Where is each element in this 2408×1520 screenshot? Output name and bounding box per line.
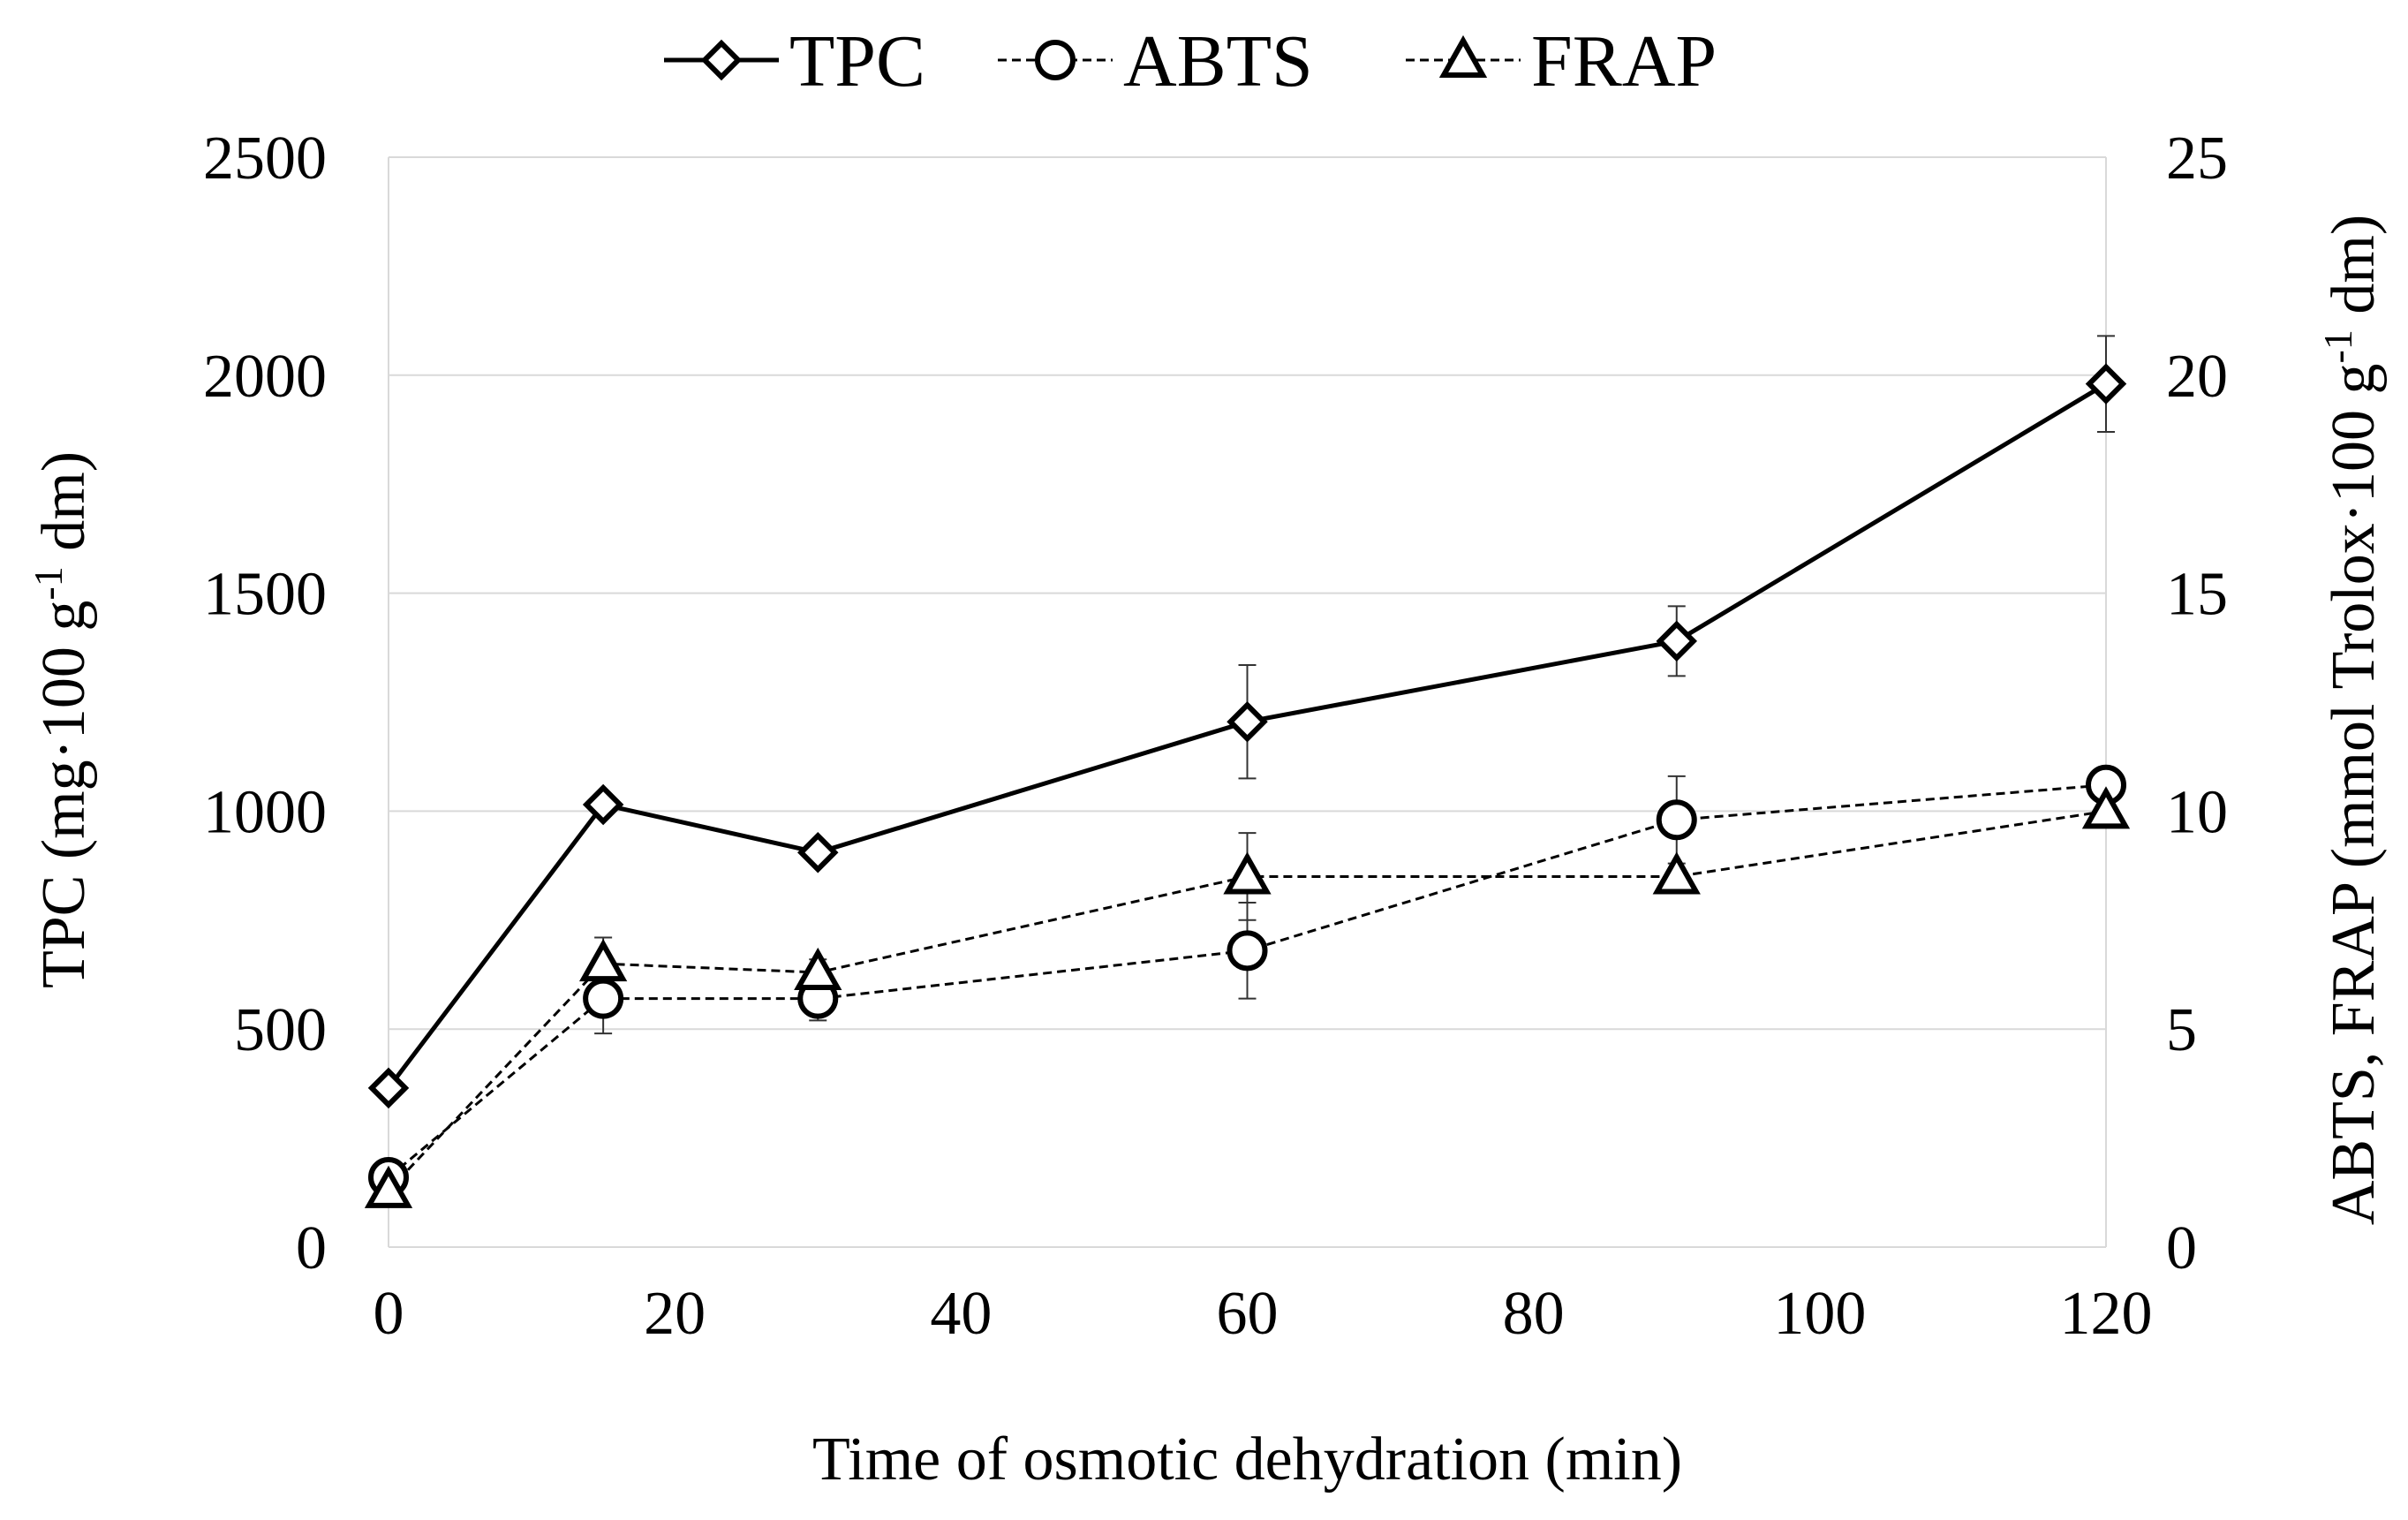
y-right-tick-label-15: 15 [2166, 561, 2228, 629]
y-right-title-part-1: -1 [2315, 329, 2360, 363]
y-left-title-part-0: TPC (mg·100 g [30, 601, 98, 988]
legend-label-frap: FRAP [1531, 20, 1717, 102]
abts-point-1 [583, 978, 624, 1019]
tpc-point-5 [2085, 363, 2127, 405]
y-right-axis-title: ABTS, FRAP (mmol Trolox·100 g-1 dm) [2315, 215, 2389, 1225]
tpc-point-3 [1227, 700, 1268, 743]
y-left-tick-label-500: 500 [234, 996, 327, 1064]
frap-point-2 [794, 947, 842, 991]
y-right-tick-label-10: 10 [2166, 778, 2228, 846]
x-tick-label-60: 60 [1217, 1280, 1279, 1348]
legend-marker-frap [1438, 34, 1488, 78]
legend-label-tpc: TPC [789, 20, 925, 102]
axes: 0 20 40 60 80 100 1200500100015002000250005101… [203, 125, 2228, 1348]
abts-point-3 [1227, 930, 1268, 972]
series-lines [387, 335, 2115, 1191]
tpc-line [387, 382, 2108, 1090]
gridlines [389, 156, 2106, 1031]
frap-line [387, 809, 2107, 1191]
tpc-point-1 [582, 783, 624, 826]
y-right-title-part-0: ABTS, FRAP (mmol Trolox·100 g [2320, 363, 2388, 1225]
abts-point-4 [1656, 799, 1697, 841]
y-left-axis-title: TPC (mg·100 g-1 dm) [26, 451, 99, 988]
legend-label-abts: ABTS [1123, 20, 1313, 102]
tpc-point-2 [797, 832, 839, 873]
x-tick-label-0: 0 [374, 1280, 404, 1348]
x-tick-label-20: 20 [644, 1280, 706, 1348]
series-markers [364, 363, 2131, 1208]
frap-point-4 [1652, 851, 1701, 895]
x-tick-label-100: 100 [1773, 1280, 1866, 1348]
x-axis-title: Time of osmotic dehydration (min) [812, 1425, 1682, 1494]
tpc-point-4 [1656, 620, 1697, 662]
y-left-tick-label-0: 0 [296, 1214, 327, 1282]
frap-point-5 [2081, 786, 2131, 829]
x-tick-label-40: 40 [930, 1280, 992, 1348]
y-left-title-part-2: dm) [30, 451, 98, 566]
legend-marker-abts [1035, 40, 1076, 80]
y-right-tick-label-20: 20 [2166, 343, 2228, 411]
y-left-title-part-1: -1 [26, 566, 71, 600]
x-tick-label-80: 80 [1503, 1280, 1565, 1348]
y-left-tick-label-1000: 1000 [203, 778, 327, 846]
legend-marker-tpc [700, 39, 743, 81]
frap-point-0 [364, 1165, 413, 1208]
legend: TPC ABTS FRAP [664, 20, 1717, 102]
abts-line [388, 783, 2107, 1179]
y-left-tick-label-2000: 2000 [203, 343, 327, 411]
y-right-title-part-2: dm) [2320, 215, 2388, 329]
y-right-tick-label-25: 25 [2166, 125, 2228, 193]
frap-point-3 [1223, 851, 1272, 895]
y-right-tick-label-5: 5 [2166, 996, 2197, 1064]
y-right-tick-label-0: 0 [2166, 1214, 2197, 1282]
tpc-point-0 [367, 1067, 410, 1109]
y-left-tick-label-2500: 2500 [203, 125, 327, 193]
x-tick-label-120: 120 [2060, 1280, 2153, 1348]
frap-point-1 [578, 939, 628, 982]
y-left-tick-label-1500: 1500 [203, 561, 327, 629]
